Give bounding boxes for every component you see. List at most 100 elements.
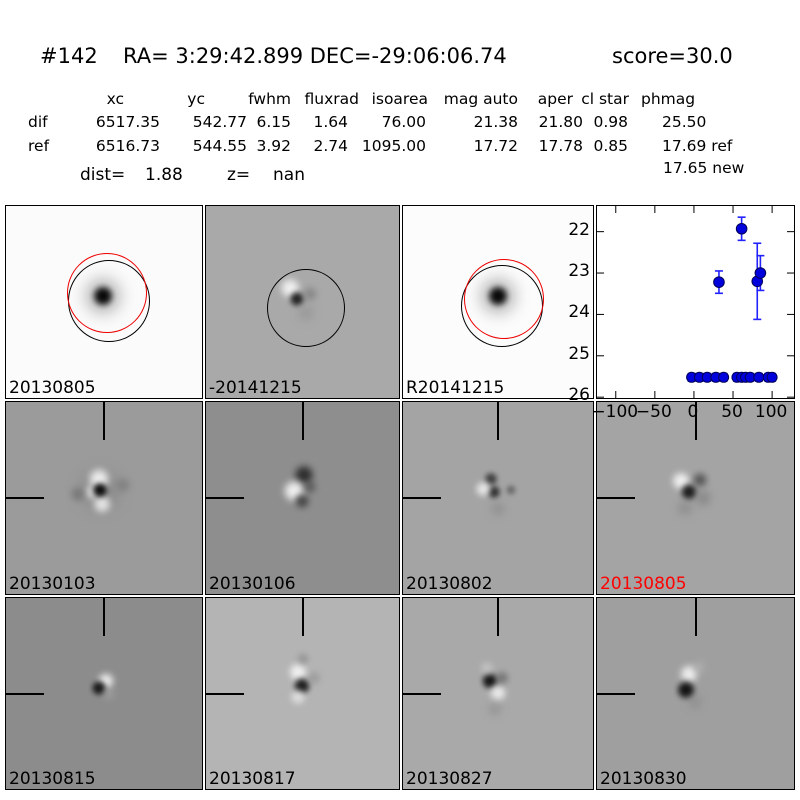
crosshair-tick-top <box>103 402 105 440</box>
cutout-panel-20130817: 20130817 <box>205 597 400 790</box>
crosshair-tick-left <box>597 497 635 499</box>
candidate-coords: RA= 3:29:42.899 DEC=-29:06:06.74 <box>123 44 507 68</box>
cell-ref-8: 17.69 ref <box>662 137 733 155</box>
cutout-residual-spot <box>489 500 507 518</box>
cutout-residual-spot <box>486 700 504 718</box>
cutout-residual-spot <box>293 492 311 510</box>
crosshair-tick-left <box>403 692 441 695</box>
lightcurve-point <box>753 371 765 383</box>
cutout-date-label: 20130802 <box>406 574 493 594</box>
y-tick-label: 26 <box>568 385 590 406</box>
candidate-score: score=30.0 <box>612 44 733 68</box>
lightcurve-svg <box>597 206 794 398</box>
cutout-panel-20130802: 20130802 <box>402 401 594 595</box>
x-tick-label: 50 <box>721 402 743 422</box>
cutout-panel--20141215: -20141215 <box>205 205 400 399</box>
cell-ref-0: 6516.73 <box>95 137 160 155</box>
cutout-residual-spot <box>91 481 109 499</box>
cutout-date-label: 20130827 <box>406 769 493 789</box>
crosshair-tick-top <box>497 598 499 636</box>
x-tick-label: 100 <box>754 402 788 422</box>
lightcurve-plot <box>596 205 795 399</box>
cutout-residual-spot <box>289 688 307 706</box>
lightcurve-point <box>718 371 730 383</box>
cutout-residual-spot <box>488 683 508 703</box>
crosshair-tick-top <box>301 402 304 440</box>
lightcurve-point <box>754 267 767 279</box>
cell-ref-2: 3.92 <box>256 137 291 155</box>
y-tick-label: 25 <box>568 343 590 364</box>
cell-dif-6: 21.80 <box>538 113 583 131</box>
cutout-residual-spot <box>691 471 709 489</box>
cutout-date-label: 20130103 <box>9 574 96 594</box>
cutout-panel-20130815: 20130815 <box>5 597 203 790</box>
crosshair-tick-top <box>103 598 105 636</box>
aperture-circle-red <box>464 259 544 339</box>
dist-label: dist= <box>80 165 126 185</box>
column-header-2: fwhm <box>248 90 291 108</box>
cutout-panel-20130805: 20130805 <box>5 205 203 399</box>
lightcurve-point <box>735 222 748 235</box>
cutout-date-label: 20130817 <box>209 769 296 789</box>
crosshair-tick-top <box>694 598 697 636</box>
aperture-circle-red <box>67 253 147 333</box>
cutout-residual-spot <box>693 488 713 508</box>
cell-ref-6: 17.78 <box>538 137 583 155</box>
aperture-circle-black <box>267 269 345 347</box>
column-header-1: yc <box>187 90 205 108</box>
row-label-dif: dif <box>28 113 48 131</box>
cutout-date-label: 20130830 <box>600 769 687 789</box>
row-label-ref: ref <box>28 137 50 155</box>
cell-ref-3: 2.74 <box>313 137 348 155</box>
crosshair-tick-left <box>597 692 635 695</box>
cutout-residual-spot <box>479 660 495 676</box>
y-tick-label: 24 <box>568 302 590 323</box>
z-label: z= <box>227 165 251 185</box>
column-header-3: fluxrad <box>304 90 359 108</box>
z-value: nan <box>273 165 305 185</box>
crosshair-tick-top <box>301 598 304 636</box>
cutout-residual-spot <box>505 484 517 496</box>
cutout-panel-20130106: 20130106 <box>205 401 400 595</box>
y-tick-label: 22 <box>568 219 590 240</box>
lightcurve-point <box>713 276 725 288</box>
x-tick-label: 0 <box>687 402 699 422</box>
cutout-panel-20130805: 20130805 <box>596 401 795 595</box>
cutout-residual-spot <box>296 652 310 666</box>
column-header-0: xc <box>106 90 124 108</box>
cutout-date-label: 20130815 <box>9 769 96 789</box>
cell-dif-1: 542.77 <box>192 113 247 131</box>
column-header-7: cl star <box>581 90 629 108</box>
column-header-6: aper <box>537 90 573 108</box>
cell-dif-8: 25.50 <box>662 113 707 131</box>
dist-value: 1.88 <box>145 165 183 185</box>
cutout-date-label: 20130106 <box>209 574 296 594</box>
column-header-5: mag auto <box>443 90 518 108</box>
crosshair-tick-left <box>6 497 44 499</box>
lightcurve-point <box>766 371 778 383</box>
candidate-id: #142 <box>40 44 98 68</box>
cutout-residual-spot <box>474 480 492 498</box>
cutout-residual-spot <box>691 659 707 675</box>
cell-dif-0: 6517.35 <box>95 113 160 131</box>
cutout-residual-spot <box>675 498 695 518</box>
cutout-residual-spot <box>494 670 510 686</box>
cutout-residual-spot <box>686 693 704 711</box>
cell-ref-7: 0.85 <box>593 137 628 155</box>
x-tick-label: −50 <box>635 402 672 422</box>
column-header-4: isoarea <box>371 90 428 108</box>
cutout-residual-spot <box>302 479 318 495</box>
cutout-panel-R20141215: R20141215 <box>402 205 594 399</box>
cutout-panel-20130103: 20130103 <box>5 401 203 595</box>
cutout-date-label: 20130805 <box>600 574 687 594</box>
column-header-8: phmag <box>641 90 696 108</box>
cell-ref-4: 1095.00 <box>361 137 426 155</box>
crosshair-tick-left <box>206 692 244 695</box>
cutout-date-label: 20130805 <box>9 378 96 398</box>
cell-dif-3: 1.64 <box>313 113 348 131</box>
cutout-date-label: -20141215 <box>209 378 302 398</box>
crosshair-tick-left <box>403 497 441 499</box>
cutout-residual-spot <box>114 476 132 494</box>
cutout-panel-20130827: 20130827 <box>402 597 594 790</box>
